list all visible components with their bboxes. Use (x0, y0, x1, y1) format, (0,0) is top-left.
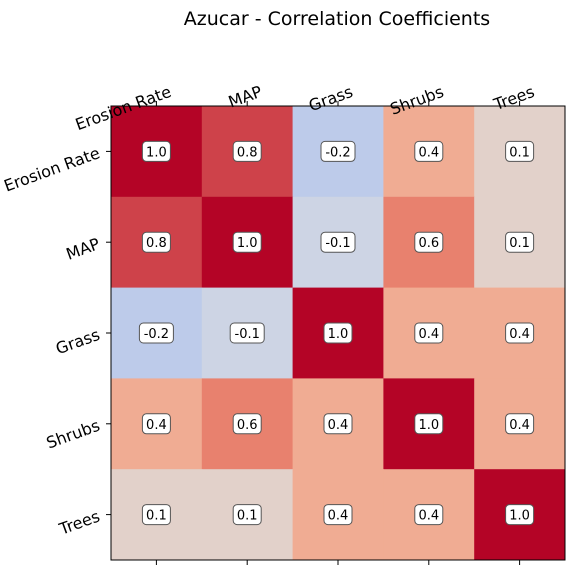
cell-label-box-3-3 (414, 413, 444, 435)
cell-label-box-0-0 (141, 140, 171, 162)
cell-label-box-4-4 (505, 504, 535, 526)
cell-label-1-2: -0.1 (325, 236, 350, 251)
cell-label-4-4: 1.0 (509, 509, 530, 524)
cell-label-box-3-2 (323, 413, 353, 435)
cell-label-0-1: 0.8 (237, 145, 258, 160)
cell-label-box-0-2 (320, 140, 356, 162)
cell-label-1-0: 0.8 (146, 236, 167, 251)
cell-label-1-3: 0.6 (418, 236, 439, 251)
cell-label-box-4-2 (323, 504, 353, 526)
cell-label-box-2-2 (323, 322, 353, 344)
cell-label-0-0: 1.0 (146, 145, 167, 160)
cell-label-box-4-0 (141, 504, 171, 526)
cell-label-box-1-3 (414, 231, 444, 253)
cell-label-box-3-0 (141, 413, 171, 435)
cell-label-0-4: 0.1 (509, 145, 530, 160)
cell-label-1-1: 1.0 (237, 236, 258, 251)
cell-label-2-1: -0.1 (235, 327, 260, 342)
cell-label-box-1-1 (232, 231, 262, 253)
cell-label-box-4-3 (414, 504, 444, 526)
y-tick-label-4: Trees (56, 507, 103, 539)
cell-label-3-1: 0.6 (237, 418, 258, 433)
cell-label-3-3: 1.0 (418, 418, 439, 433)
cell-label-0-3: 0.4 (418, 145, 439, 160)
cell-label-2-4: 0.4 (509, 327, 530, 342)
plot-frame (110, 105, 566, 561)
cell-label-box-1-4 (505, 231, 535, 253)
cell-label-box-4-1 (232, 504, 262, 526)
cell-label-3-2: 0.4 (328, 418, 349, 433)
cell-label-box-2-4 (505, 322, 535, 344)
y-axis-ticks: Erosion Rate MAP Grass Shrubs Trees (1, 143, 111, 539)
cell-label-3-4: 0.4 (509, 418, 530, 433)
heatmap-cells (111, 106, 566, 561)
cell-label-0-2: -0.2 (325, 145, 350, 160)
cell-label-3-0: 0.4 (146, 418, 167, 433)
cell-label-4-3: 0.4 (418, 509, 439, 524)
cell-label-box-3-1 (232, 413, 262, 435)
cell-label-box-0-4 (505, 140, 535, 162)
y-tick-label-3: Shrubs (44, 416, 103, 453)
cell-label-2-3: 0.4 (418, 327, 439, 342)
cell-label-box-2-3 (414, 322, 444, 344)
cell-label-box-1-0 (141, 231, 171, 253)
y-tick-label-0: Erosion Rate (1, 143, 102, 195)
cell-label-box-0-3 (414, 140, 444, 162)
y-tick-label-2: Grass (53, 325, 102, 358)
cell-label-box-3-4 (505, 413, 535, 435)
y-tick-label-1: MAP (64, 234, 103, 264)
cell-label-box-2-0 (138, 322, 174, 344)
cell-label-box-2-1 (229, 322, 265, 344)
cell-label-1-4: 0.1 (509, 236, 530, 251)
heatmap-cell-labels: 1.0 0.8 -0.2 0.4 0.1 0.8 1.0 -0.1 0.6 0.1 -0.2 -0.1… (138, 140, 535, 526)
cell-label-2-2: 1.0 (328, 327, 349, 342)
cell-label-4-0: 0.1 (146, 509, 167, 524)
chart-title: Azucar - Correlation Coefficients (184, 8, 490, 30)
cell-label-box-0-1 (232, 140, 262, 162)
cell-label-4-2: 0.4 (328, 509, 349, 524)
cell-label-4-1: 0.1 (237, 509, 258, 524)
cell-label-2-0: -0.2 (144, 327, 169, 342)
cell-label-box-1-2 (320, 231, 356, 253)
